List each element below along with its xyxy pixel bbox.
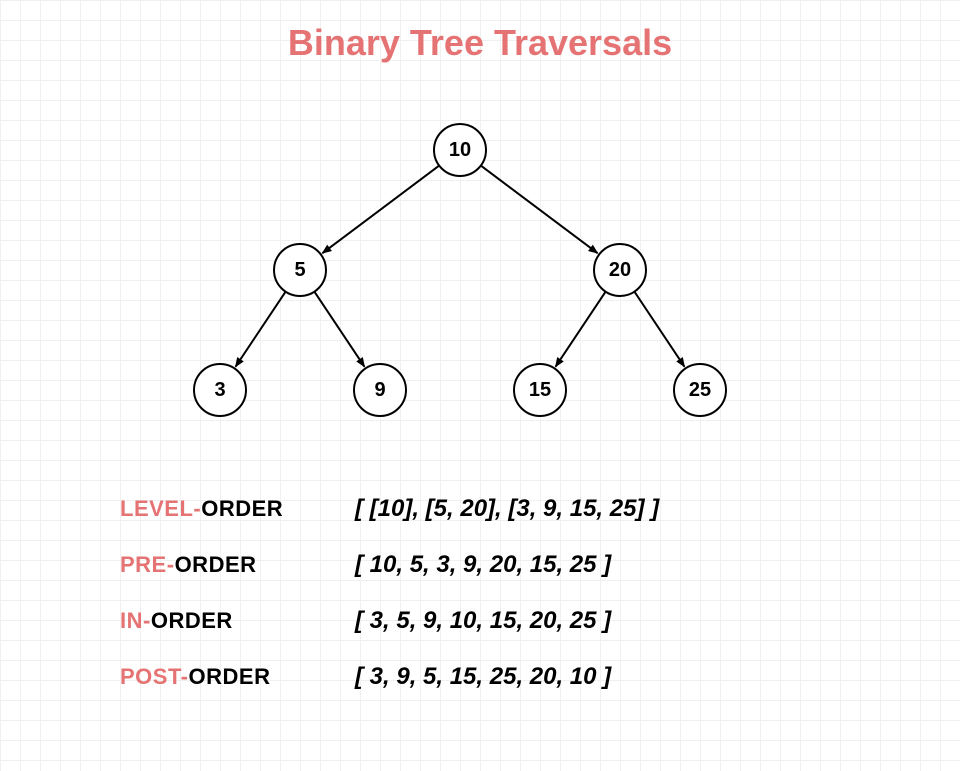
tree-node-label: 5 [294, 259, 305, 281]
tree-node-label: 10 [449, 139, 471, 161]
tree-edge [556, 292, 606, 367]
tree-node-label: 15 [529, 379, 551, 401]
tree-edge [481, 166, 598, 254]
tree-node: 10 [434, 124, 486, 176]
traversal-label: POST-ORDER [120, 664, 355, 690]
tree-edge [314, 292, 364, 367]
tree-node-label: 25 [689, 379, 711, 401]
traversal-row: POST-ORDER [ 3, 9, 5, 15, 25, 20, 10 ] [120, 663, 880, 691]
tree-node: 15 [514, 364, 566, 416]
traversal-suffix: ORDER [175, 552, 257, 577]
tree-node: 25 [674, 364, 726, 416]
traversals-list: LEVEL-ORDER [ [10], [5, 20], [3, 9, 15, … [120, 495, 880, 719]
tree-edge [236, 292, 286, 367]
traversal-suffix: ORDER [189, 664, 271, 689]
tree-node: 9 [354, 364, 406, 416]
tree-node-label: 3 [214, 379, 225, 401]
traversal-label: PRE-ORDER [120, 552, 355, 578]
traversal-label: LEVEL-ORDER [120, 496, 355, 522]
traversal-row: IN-ORDER [ 3, 5, 9, 10, 15, 20, 25 ] [120, 607, 880, 635]
tree-edge [322, 166, 439, 254]
tree-node: 3 [194, 364, 246, 416]
traversal-value: [ [10], [5, 20], [3, 9, 15, 25] ] [355, 495, 659, 523]
traversal-row: PRE-ORDER [ 10, 5, 3, 9, 20, 15, 25 ] [120, 551, 880, 579]
traversal-prefix: IN- [120, 608, 151, 633]
traversal-prefix: LEVEL- [120, 496, 201, 521]
tree-node: 20 [594, 244, 646, 296]
traversal-value: [ 3, 9, 5, 15, 25, 20, 10 ] [355, 663, 611, 691]
traversal-prefix: PRE- [120, 552, 175, 577]
tree-node-label: 9 [374, 379, 385, 401]
traversal-label: IN-ORDER [120, 608, 355, 634]
binary-tree-diagram: 10 5 20 3 9 15 25 [0, 100, 960, 440]
page-title: Binary Tree Traversals [0, 22, 960, 64]
tree-edge [634, 292, 684, 367]
traversal-suffix: ORDER [201, 496, 283, 521]
traversal-value: [ 3, 5, 9, 10, 15, 20, 25 ] [355, 607, 611, 635]
traversal-prefix: POST- [120, 664, 189, 689]
tree-node-label: 20 [609, 259, 631, 281]
traversal-row: LEVEL-ORDER [ [10], [5, 20], [3, 9, 15, … [120, 495, 880, 523]
traversal-suffix: ORDER [151, 608, 233, 633]
tree-node: 5 [274, 244, 326, 296]
traversal-value: [ 10, 5, 3, 9, 20, 15, 25 ] [355, 551, 611, 579]
